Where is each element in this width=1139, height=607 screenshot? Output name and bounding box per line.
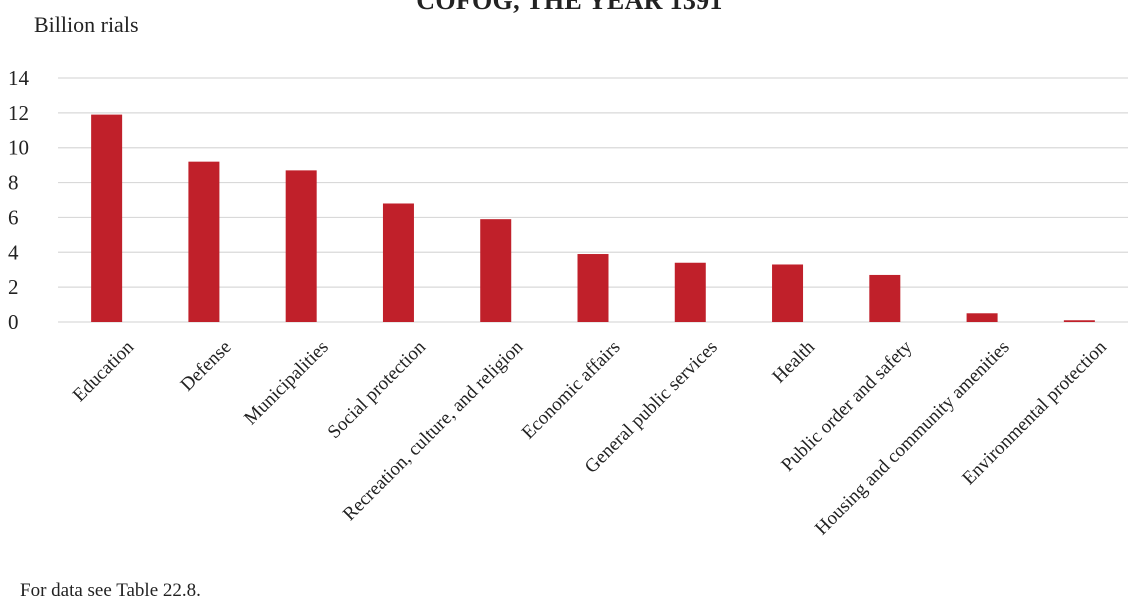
- y-tick-label: 10: [8, 136, 29, 160]
- bar: [966, 313, 998, 322]
- y-axis-unit-label: Billion rials: [34, 12, 139, 37]
- y-tick-labels: 0 2 4 6 8 10 12 14: [8, 66, 30, 334]
- x-tick-label: Economic affairs: [518, 337, 625, 444]
- bar: [1063, 320, 1095, 322]
- y-tick-label: 8: [8, 171, 19, 195]
- x-tick-label: Housing and community amenities: [811, 337, 1014, 540]
- bar: [382, 203, 414, 322]
- y-tick-label: 4: [8, 240, 19, 264]
- x-tick-label: Recreation, culture, and religion: [339, 336, 528, 525]
- bar: [480, 219, 512, 322]
- x-tick-label: Education: [69, 336, 139, 406]
- footnote: For data see Table 22.8.: [20, 580, 201, 601]
- x-tick-label: Health: [768, 336, 819, 387]
- y-tick-label: 0: [8, 310, 19, 334]
- bar: [188, 161, 220, 322]
- x-tick-label: Defense: [177, 337, 236, 396]
- x-tick-label: Municipalities: [240, 337, 332, 429]
- y-tick-label: 14: [8, 66, 30, 90]
- bar: [869, 274, 901, 322]
- bar: [577, 254, 609, 322]
- bars: [91, 114, 1095, 322]
- y-tick-label: 12: [8, 101, 29, 125]
- bar: [91, 114, 123, 322]
- y-tick-label: 2: [8, 275, 19, 299]
- chart-title: COFOG, THE YEAR 1391: [416, 0, 723, 15]
- bar: [674, 262, 706, 322]
- y-tick-label: 6: [8, 205, 19, 229]
- x-tick-label: Social protection: [324, 336, 431, 443]
- bar: [285, 170, 317, 322]
- bar: [772, 264, 804, 322]
